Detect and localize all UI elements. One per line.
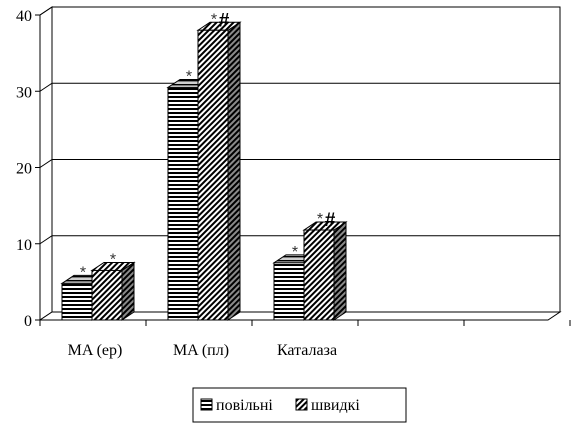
- y-tick-label: 0: [24, 313, 32, 330]
- bar-annotations: **** #** #: [80, 10, 336, 281]
- gridlines: [39, 6, 560, 245]
- legend-label: швидкі: [311, 397, 360, 414]
- bar-side: [333, 221, 347, 321]
- annotation-hash: #: [219, 10, 230, 31]
- annotation-hash: #: [325, 210, 336, 231]
- y-tick-label: 40: [16, 8, 32, 25]
- y-axis-ticks: 0 10 20 30 40: [16, 8, 40, 330]
- legend: повільні швидкі: [192, 387, 407, 423]
- y-tick-label: 20: [16, 161, 32, 178]
- y-tick-label: 30: [16, 84, 32, 101]
- legend-label: повільні: [216, 397, 273, 414]
- x-axis-ticks: MA (ер) MA (пл) Каталаза: [39, 320, 571, 359]
- bar-1-0: [90, 261, 136, 321]
- bar-side: [227, 21, 241, 321]
- bar-front: [303, 229, 335, 321]
- annotation-star: *: [80, 264, 86, 281]
- x-tick-label: MA (пл): [173, 342, 229, 359]
- annotation-star: *: [110, 251, 116, 268]
- bar-1-1: [196, 21, 242, 321]
- bar-front: [197, 29, 229, 321]
- bar-front: [61, 282, 93, 321]
- gridline: [39, 159, 560, 168]
- x-tick-label: MA (ер): [68, 342, 123, 359]
- gridline: [39, 235, 560, 245]
- legend-swatch: [295, 398, 308, 411]
- bar-side: [121, 261, 135, 321]
- gridline: [39, 82, 560, 92]
- bar-1-2: [302, 221, 348, 321]
- y-tick-label: 10: [16, 237, 32, 254]
- annotation-star: *: [186, 68, 192, 85]
- annotation-star: *: [292, 244, 298, 261]
- bar-front: [167, 86, 199, 321]
- annotation-star: *: [317, 211, 323, 228]
- bars: [60, 21, 348, 321]
- bar-front: [91, 269, 123, 321]
- gridline: [39, 6, 560, 16]
- legend-swatch: [200, 398, 213, 411]
- bar-front: [273, 262, 305, 321]
- annotation-star: *: [211, 11, 217, 28]
- x-tick-label: Каталаза: [277, 342, 337, 359]
